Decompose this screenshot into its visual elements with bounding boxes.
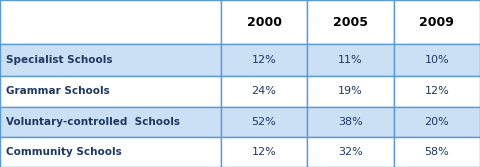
Text: 2009: 2009 [420,16,454,29]
Bar [394,0,480,44]
Bar [394,137,480,167]
Text: 38%: 38% [338,117,363,127]
Text: 58%: 58% [424,147,449,157]
Bar [307,0,394,44]
Text: 20%: 20% [424,117,449,127]
Bar [0,137,221,167]
Bar [394,107,480,137]
Bar [307,75,394,107]
Bar [0,44,221,75]
Bar [221,44,307,75]
Text: Grammar Schools: Grammar Schools [6,86,109,96]
Bar [0,107,221,137]
Text: 19%: 19% [338,86,363,96]
Text: 24%: 24% [252,86,276,96]
Text: Voluntary-controlled  Schools: Voluntary-controlled Schools [6,117,180,127]
Text: 12%: 12% [252,147,276,157]
Text: 2000: 2000 [247,16,281,29]
Bar [0,75,221,107]
Text: 52%: 52% [252,117,276,127]
Text: 12%: 12% [252,55,276,65]
Bar [221,0,307,44]
Bar [394,75,480,107]
Bar [221,75,307,107]
Text: Specialist Schools: Specialist Schools [6,55,112,65]
Text: 32%: 32% [338,147,363,157]
Text: 11%: 11% [338,55,363,65]
Text: 12%: 12% [424,86,449,96]
Text: 2005: 2005 [333,16,368,29]
Bar [0,0,221,44]
Bar [394,44,480,75]
Bar [221,107,307,137]
Bar [221,137,307,167]
Bar [307,44,394,75]
Text: Community Schools: Community Schools [6,147,121,157]
Text: 10%: 10% [424,55,449,65]
Bar [307,107,394,137]
Bar [307,137,394,167]
